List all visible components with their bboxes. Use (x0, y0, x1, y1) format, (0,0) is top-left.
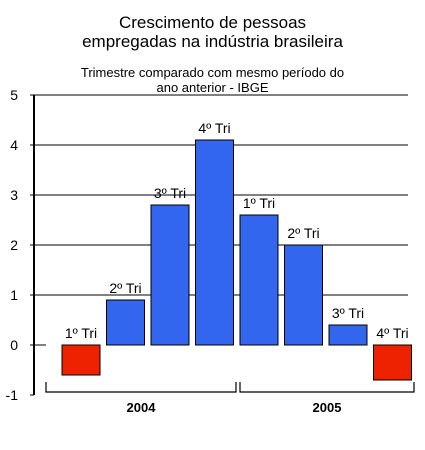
chart-title-line-2: empregadas na indústria brasileira (82, 32, 343, 51)
chart-title-line-1: Crescimento de pessoas (118, 13, 307, 32)
bar (373, 344, 412, 381)
year-group-bracket (239, 382, 415, 393)
bar-category-label: 2º Tri (287, 225, 319, 241)
bar-category-label: 3º Tri (332, 305, 364, 321)
chart-subtitle-line-2: ano anterior - IBGE (156, 80, 269, 95)
year-group-label: 2004 (127, 400, 157, 415)
bar (328, 324, 368, 346)
bar (239, 214, 279, 346)
bar (195, 139, 234, 346)
bar-category-label: 2º Tri (109, 280, 141, 296)
y-tick-label: 2 (10, 237, 18, 253)
year-group-label: 2005 (313, 400, 342, 415)
y-tick-label: -1 (6, 387, 19, 403)
bar-category-label: 4º Tri (376, 325, 408, 341)
bar-category-label: 1º Tri (243, 195, 275, 211)
bar-category-label: 4º Tri (198, 120, 230, 136)
bar-category-label: 3º Tri (154, 185, 186, 201)
bar-category-label: 1º Tri (65, 325, 97, 341)
bar (61, 344, 101, 376)
y-tick-label: 0 (10, 337, 18, 353)
year-group-bracket (45, 382, 237, 393)
y-tick-label: 4 (10, 137, 18, 153)
bar (284, 244, 323, 346)
y-tick-label: 3 (10, 187, 18, 203)
bar (106, 299, 145, 346)
bar (150, 204, 190, 346)
y-tick-label: 5 (10, 87, 18, 103)
y-tick-label: 1 (10, 287, 18, 303)
chart-subtitle-line-1: Trimestre comparado com mesmo período do (80, 65, 345, 80)
